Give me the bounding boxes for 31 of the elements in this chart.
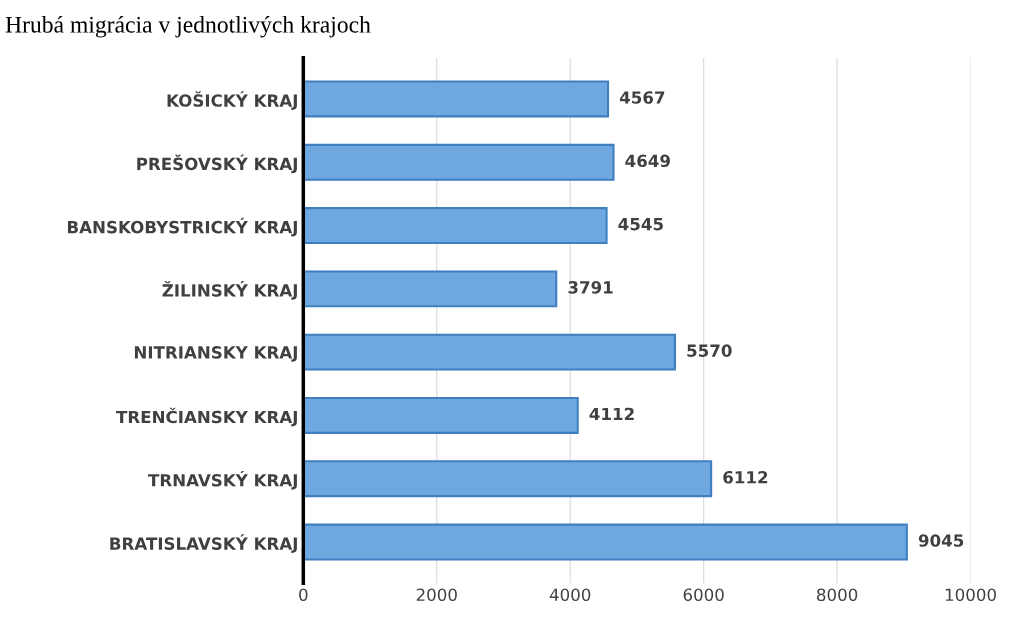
bar bbox=[303, 270, 558, 308]
y-tick-label: NITRIANSKY KRAJ bbox=[134, 346, 297, 362]
bar bbox=[303, 207, 608, 245]
data-label: 4112 bbox=[589, 407, 634, 421]
bar bbox=[303, 80, 610, 118]
bar bbox=[303, 523, 908, 561]
y-tick-label: BRATISLAVSKÝ KRAJ bbox=[110, 534, 297, 553]
x-tick-label: 4000 bbox=[549, 588, 591, 602]
y-tick-label: TRNAVSKÝ KRAJ bbox=[148, 470, 297, 490]
chart-title: Hrubá migrácia v jednotlivých krajoch bbox=[5, 16, 371, 38]
data-label: 4649 bbox=[625, 154, 670, 168]
y-tick-label: BANSKOBYSTRICKÝ KRAJ bbox=[67, 217, 297, 237]
x-tick-label: 10000 bbox=[945, 588, 996, 602]
y-tick-label: ŽILINSKÝ KRAJ bbox=[162, 281, 297, 300]
x-tick-label: 8000 bbox=[817, 588, 858, 602]
data-label: 4545 bbox=[618, 218, 663, 231]
x-tick-label: 0 bbox=[299, 588, 308, 602]
bar bbox=[303, 333, 676, 371]
y-tick-label: PREŠOVSKÝ KRAJ bbox=[137, 154, 297, 174]
data-label: 5570 bbox=[687, 344, 732, 357]
data-label: 3791 bbox=[568, 281, 613, 294]
bar bbox=[303, 143, 615, 181]
x-tick-label: 6000 bbox=[683, 588, 724, 602]
y-tick-label: TRENČIANSKY KRAJ bbox=[116, 407, 297, 427]
bar bbox=[303, 460, 713, 498]
bar bbox=[303, 396, 579, 434]
data-label: 9045 bbox=[918, 534, 964, 547]
data-label: 6112 bbox=[723, 470, 768, 484]
y-tick-label: KOŠICKÝ KRAJ bbox=[167, 91, 297, 110]
data-label: 4567 bbox=[619, 91, 665, 104]
x-tick-label: 2000 bbox=[416, 588, 457, 602]
